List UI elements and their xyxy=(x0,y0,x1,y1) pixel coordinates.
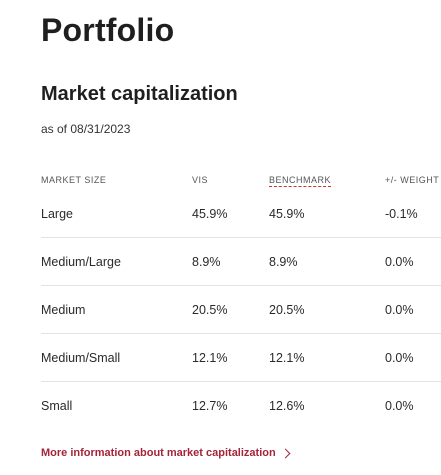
cell-market-size: Medium/Small xyxy=(41,350,121,365)
cell-vis: 8.9% xyxy=(192,254,221,269)
cell-benchmark: 20.5% xyxy=(269,302,305,317)
cell-market-size: Medium/Large xyxy=(41,254,121,269)
cell-weight: 0.0% xyxy=(385,302,414,317)
cell-market-size: Small xyxy=(41,399,73,413)
cell-vis: 45.9% xyxy=(192,206,228,221)
cell-benchmark: 8.9% xyxy=(269,254,298,269)
cell-market-size: Medium xyxy=(41,302,86,317)
cell-benchmark: 12.1% xyxy=(269,350,305,365)
market-cap-table: MARKET SIZE VIS BENCHMARK +/- WEIGHT Lar… xyxy=(41,170,441,430)
cell-weight: 0.0% xyxy=(385,350,414,365)
table-body: Large 45.9% 45.9% -0.1% Medium/Large 8.9… xyxy=(41,190,441,430)
cell-benchmark: 12.6% xyxy=(269,399,305,413)
more-info-link-label[interactable]: More information about market capitaliza… xyxy=(41,447,276,459)
table-row: Large 45.9% 45.9% -0.1% xyxy=(41,190,441,238)
as-of-date: as of 08/31/2023 xyxy=(41,122,131,136)
cell-benchmark: 45.9% xyxy=(269,206,305,221)
cell-vis: 12.7% xyxy=(192,399,228,413)
benchmark-tooltip-trigger[interactable]: BENCHMARK xyxy=(269,175,332,187)
section-title: Market capitalization xyxy=(41,83,238,105)
table-header-row: MARKET SIZE VIS BENCHMARK +/- WEIGHT xyxy=(41,170,441,190)
chevron-right-icon xyxy=(280,448,291,458)
header-benchmark[interactable]: BENCHMARK xyxy=(269,175,385,187)
cell-market-size: Large xyxy=(41,206,73,221)
cell-weight: 0.0% xyxy=(385,254,414,269)
header-market-size: MARKET SIZE xyxy=(41,175,107,185)
header-weight: +/- WEIGHT xyxy=(385,175,440,185)
table-row: Medium/Large 8.9% 8.9% 0.0% xyxy=(41,238,441,286)
cell-vis: 12.1% xyxy=(192,350,228,365)
more-info-link[interactable]: More information about market capitaliza… xyxy=(41,447,291,459)
cell-weight: -0.1% xyxy=(385,206,418,221)
table-row: Medium 20.5% 20.5% 0.0% xyxy=(41,286,441,334)
table-row: Small 12.7% 12.6% 0.0% xyxy=(41,382,441,430)
cell-vis: 20.5% xyxy=(192,302,228,317)
page-title: Portfolio xyxy=(41,12,175,48)
header-vis: VIS xyxy=(192,175,209,185)
table-row: Medium/Small 12.1% 12.1% 0.0% xyxy=(41,334,441,382)
cell-weight: 0.0% xyxy=(385,399,414,413)
